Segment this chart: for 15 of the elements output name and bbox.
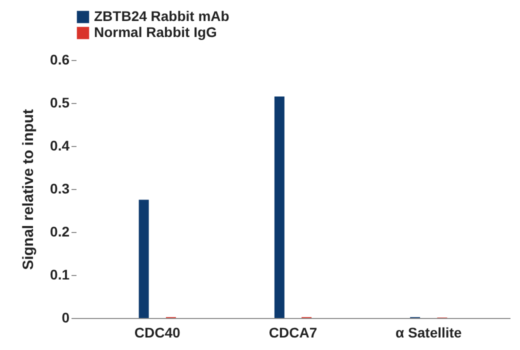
x-tick-label: CDC40 (134, 324, 181, 340)
bar (138, 200, 149, 318)
y-tick-label: 0.4 (50, 138, 70, 154)
x-tick-label: CDCA7 (268, 324, 318, 340)
y-tick-label: 0.1 (50, 266, 70, 282)
legend-label: Normal Rabbit IgG (94, 24, 218, 40)
y-tick-label: 0.6 (50, 52, 70, 68)
y-tick-label: 0.5 (50, 94, 70, 110)
x-tick-label: α Satellite (396, 324, 462, 340)
y-tick-label: 0.2 (50, 224, 70, 240)
y-axis-title: Signal relative to input (20, 109, 38, 270)
legend-label: ZBTB24 Rabbit mAb (94, 8, 230, 24)
bar (274, 96, 284, 318)
y-tick-label: 0 (62, 310, 70, 326)
y-tick-label: 0.3 (50, 180, 70, 196)
